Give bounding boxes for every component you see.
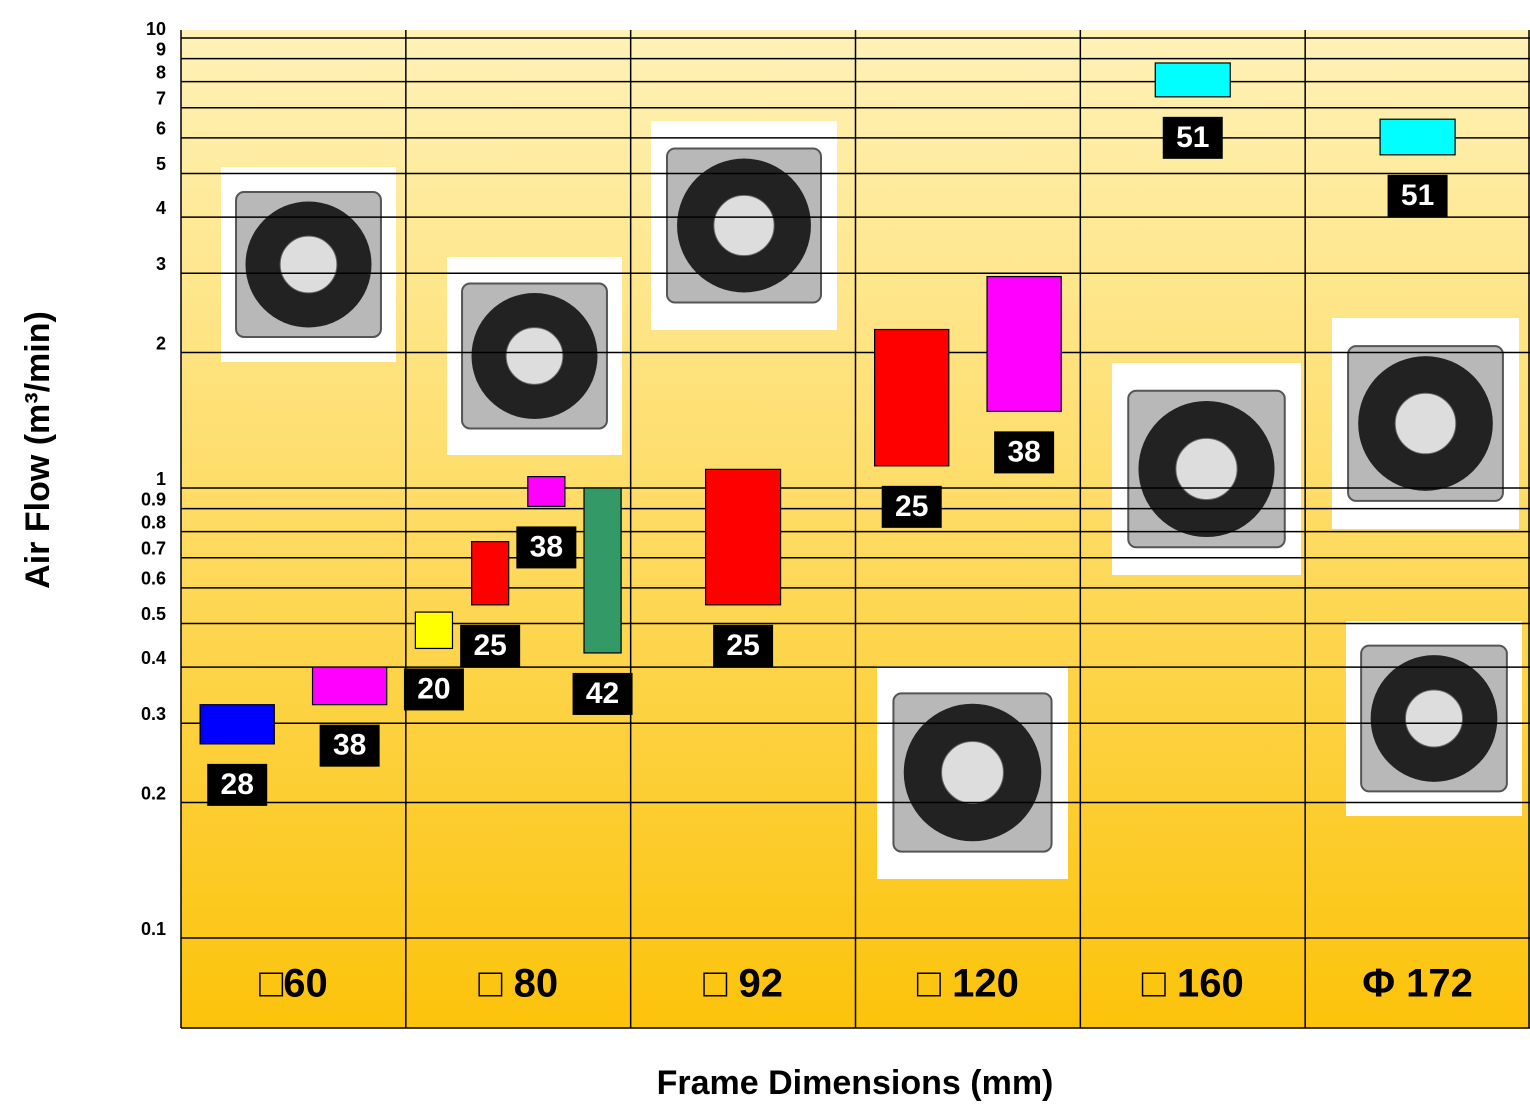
y-tick-label: 0.6 <box>141 569 166 589</box>
range-bar <box>470 541 510 606</box>
thickness-label-box <box>1162 116 1223 159</box>
fan-hub <box>279 235 338 294</box>
thickness-label: 25 <box>895 490 928 523</box>
range-bar <box>874 328 950 467</box>
y-tick-label: 0.3 <box>141 704 166 724</box>
category-label: □ 120 <box>917 962 1019 1006</box>
range-bar <box>527 476 566 508</box>
thickness-label: 42 <box>586 677 619 710</box>
thickness-label-box <box>207 763 268 806</box>
thickness-label: 25 <box>473 629 506 662</box>
thickness-label: 38 <box>530 530 563 563</box>
y-tick-label: 0.8 <box>141 512 166 532</box>
category-label: □ 80 <box>478 962 558 1006</box>
y-tick-label: 1 <box>156 469 166 489</box>
thickness-label-box <box>516 526 577 569</box>
fan-hub <box>1394 392 1457 455</box>
thickness-label: 38 <box>1007 435 1040 468</box>
thickness-label: 38 <box>333 729 366 762</box>
y-tick-label: 3 <box>156 254 166 274</box>
fan-hub <box>713 194 775 257</box>
y-tick-label: 10 <box>146 19 166 39</box>
thickness-label-box <box>881 485 942 528</box>
range-bar <box>1154 62 1231 98</box>
thickness-label: 25 <box>726 629 759 662</box>
category-label: □ 160 <box>1142 962 1244 1006</box>
x-axis-title: Frame Dimensions (mm) <box>657 1064 1054 1102</box>
y-tick-label: 0.2 <box>141 783 166 803</box>
thickness-label-box <box>572 672 633 715</box>
fan-photos <box>221 121 1522 879</box>
thickness-label-box <box>460 624 521 667</box>
thickness-label-box <box>319 724 380 767</box>
y-tick-label: 6 <box>156 119 166 139</box>
thickness-label-box <box>1387 174 1448 217</box>
thickness-label-box <box>994 431 1055 474</box>
y-tick-label: 7 <box>156 88 166 108</box>
range-bar <box>199 704 275 745</box>
range-bar <box>583 487 622 654</box>
range-bar <box>704 468 782 606</box>
y-axis-title: Air Flow (m³/min) <box>19 311 57 589</box>
y-tick-label: 0.9 <box>141 489 166 509</box>
category-label: □ 92 <box>703 962 783 1006</box>
range-bar <box>986 275 1062 412</box>
range-bar <box>414 611 454 650</box>
category-label: □60 <box>259 962 328 1006</box>
thickness-label-box <box>403 668 464 711</box>
y-tick-label: 0.1 <box>141 919 166 939</box>
thickness-label: 28 <box>221 768 254 801</box>
fan-hub <box>1404 689 1464 748</box>
fan-hub <box>505 327 564 385</box>
y-tick-label: 9 <box>156 39 166 59</box>
fan-hub <box>941 741 1004 804</box>
fan-hub <box>1175 437 1238 501</box>
range-bar <box>311 666 388 706</box>
thickness-label: 51 <box>1176 121 1209 154</box>
thickness-label: 20 <box>417 672 450 705</box>
y-tick-label: 0.7 <box>141 538 166 558</box>
y-tick-label: 8 <box>156 62 166 82</box>
y-tick-label: 0.5 <box>141 604 166 624</box>
y-tick-label: 4 <box>156 198 166 218</box>
y-tick-label: 0.4 <box>141 648 166 668</box>
y-tick-label: 5 <box>156 154 166 174</box>
y-tick-label: 2 <box>156 333 166 353</box>
thickness-label: 51 <box>1401 179 1434 212</box>
thickness-label-box <box>713 624 774 667</box>
range-bar <box>1379 118 1456 156</box>
category-label: Φ 172 <box>1362 962 1473 1006</box>
